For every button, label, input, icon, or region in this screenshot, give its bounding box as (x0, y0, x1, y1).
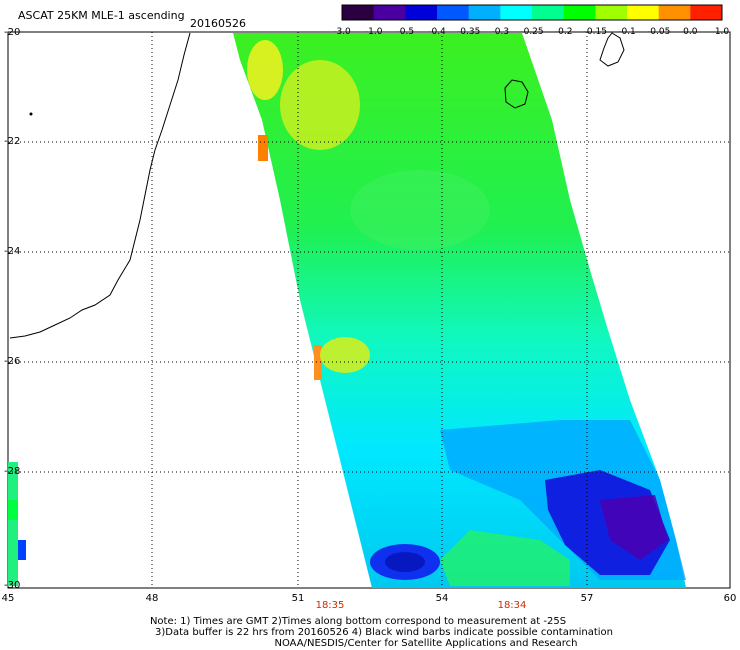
lon-label: 60 (723, 593, 737, 604)
colorbar-tick-label: -0.2 (554, 27, 573, 37)
colorbar-tick-label: -0.35 (457, 27, 481, 37)
lon-label: 54 (435, 593, 449, 604)
colorbar-segment (658, 5, 691, 20)
lon-label: 51 (291, 593, 305, 604)
lat-label: -22 (4, 136, 21, 147)
note-line-1: Note: 1) Times are GMT 2)Times along bot… (149, 616, 567, 627)
map-date: 20160526 (190, 17, 246, 30)
colorbar-tick-label: -3.0 (333, 27, 351, 37)
colorbar-segment (437, 5, 470, 20)
colorbar-segment (373, 5, 406, 20)
colorbar-tick-label: -0.3 (491, 27, 510, 37)
madagascar-coastline (9, 32, 191, 339)
island-dot (29, 112, 33, 116)
mauritius-island (599, 32, 625, 67)
colorbar-segment (595, 5, 628, 20)
time-label: 18:35 (315, 600, 345, 611)
note-line-3: NOAA/NESDIS/Center for Satellite Applica… (274, 638, 578, 649)
lon-label: 57 (580, 593, 594, 604)
colorbar-segment (405, 5, 438, 20)
lat-label: -30 (4, 580, 21, 591)
map-title: ASCAT 25KM MLE-1 ascending (18, 9, 185, 22)
lon-label: 45 (1, 593, 15, 604)
colorbar (342, 5, 723, 20)
grid-lines (8, 32, 730, 588)
map-frame (7, 31, 731, 589)
colorbar-segment (342, 5, 375, 20)
colorbar-tick-label: -0.05 (647, 27, 671, 37)
time-label: 18:34 (497, 600, 527, 611)
lat-label: -20 (4, 27, 21, 38)
colorbar-frame (341, 4, 723, 21)
note-line-2: 3)Data buffer is 22 hrs from 20160526 4)… (155, 627, 613, 638)
colorbar-tick-label: 0.0 (683, 27, 698, 37)
colorbar-segment (563, 5, 596, 20)
colorbar-segment (468, 5, 501, 20)
reunion-island (504, 79, 529, 109)
colorbar-segment (690, 5, 723, 20)
colorbar-tick-label: -0.4 (428, 27, 446, 37)
lat-label: -26 (4, 356, 21, 367)
lon-label: 48 (145, 593, 159, 604)
lat-label: -28 (4, 466, 21, 477)
colorbar-tick-label: -0.15 (583, 27, 607, 37)
colorbar-segment (500, 5, 533, 20)
colorbar-segment (532, 5, 565, 20)
colorbar-tick-label: -0.5 (396, 27, 415, 37)
colorbar-tick-label: -0.1 (618, 27, 636, 37)
colorbar-tick-label: -0.25 (520, 27, 544, 37)
lat-label: -24 (4, 246, 21, 257)
colorbar-tick-label: -1.0 (364, 27, 383, 37)
colorbar-tick-label: 1.0 (714, 27, 730, 37)
colorbar-segment (627, 5, 660, 20)
left-swath-fragment (8, 462, 26, 586)
wind-field-patches (247, 40, 686, 586)
